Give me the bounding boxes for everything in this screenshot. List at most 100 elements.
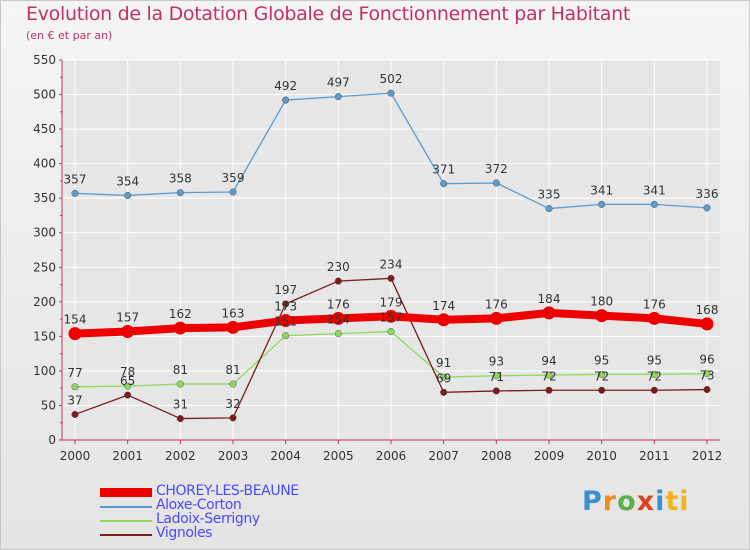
data-label: 78: [120, 365, 135, 379]
data-point: [124, 382, 132, 390]
legend-swatch: [100, 506, 152, 508]
data-label: 176: [327, 297, 350, 311]
x-tick-label: 2003: [218, 449, 249, 463]
data-label: 341: [590, 183, 613, 197]
data-label: 72: [647, 369, 662, 383]
data-point: [703, 204, 711, 212]
data-point: [334, 330, 342, 338]
data-point: [387, 327, 395, 336]
y-tick-label: 150: [33, 329, 56, 343]
legend-swatch: [100, 520, 152, 522]
data-point: [229, 414, 237, 422]
data-point: [650, 370, 658, 378]
data-label: 179: [380, 295, 403, 309]
y-tick-label: 200: [33, 295, 56, 309]
data-point: [545, 386, 553, 394]
data-label: 37: [67, 393, 82, 407]
data-label: 151: [274, 315, 297, 329]
legend-label: Vignoles: [156, 525, 213, 541]
data-point: [545, 371, 553, 379]
data-label: 81: [173, 363, 188, 377]
data-point: [279, 313, 293, 327]
data-point: [176, 415, 184, 423]
y-tick-label: 50: [41, 398, 56, 412]
y-tick-label: 350: [33, 191, 56, 205]
data-point: [176, 380, 184, 388]
data-label: 197: [274, 283, 297, 297]
x-tick-label: 2005: [323, 449, 354, 463]
data-label: 168: [696, 303, 719, 317]
data-point: [542, 306, 556, 320]
data-label: 502: [380, 72, 403, 86]
data-point: [173, 321, 187, 335]
data-label: 230: [327, 260, 350, 274]
data-label: 359: [222, 171, 245, 185]
data-label: 184: [538, 292, 561, 306]
y-tick-label: 250: [33, 260, 56, 274]
y-tick-label: 400: [33, 157, 56, 171]
data-label: 77: [67, 366, 82, 380]
data-point: [229, 188, 237, 196]
data-point: [124, 191, 132, 199]
chart-title: Evolution de la Dotation Globale de Fonc…: [26, 3, 631, 25]
y-tick-label: 0: [48, 433, 56, 447]
data-point: [282, 300, 290, 308]
data-point: [387, 89, 395, 97]
data-point: [334, 277, 342, 285]
data-point: [282, 332, 290, 340]
x-tick-label: 2008: [481, 449, 512, 463]
data-point: [121, 325, 135, 339]
x-tick-label: 2010: [586, 449, 617, 463]
data-point: [68, 327, 82, 341]
data-point: [440, 180, 448, 188]
legend-swatch: [100, 534, 152, 536]
data-point: [492, 372, 500, 380]
data-label: 234: [380, 257, 403, 271]
legend-swatch: [100, 488, 152, 497]
data-point: [440, 388, 448, 396]
data-label: 157: [380, 311, 403, 325]
data-label: 492: [274, 79, 297, 93]
data-point: [598, 386, 606, 394]
data-point: [124, 391, 132, 399]
x-tick-label: 2004: [270, 449, 301, 463]
data-label: 497: [327, 76, 350, 90]
data-point: [71, 383, 79, 391]
data-label: 180: [590, 295, 613, 309]
data-label: 81: [225, 363, 240, 377]
data-point: [650, 200, 658, 208]
x-tick-label: 2000: [60, 449, 91, 463]
data-label: 371: [432, 163, 455, 177]
data-label: 96: [699, 353, 714, 367]
x-tick-label: 2011: [639, 449, 670, 463]
data-point: [598, 370, 606, 378]
proxiti-logo: Proxiti: [582, 486, 690, 517]
data-point: [226, 320, 240, 334]
legend-label: Aloxe-Corton: [156, 497, 242, 513]
data-label: 354: [116, 174, 139, 188]
data-point: [71, 410, 79, 418]
data-label: 157: [116, 311, 139, 325]
y-tick-label: 450: [33, 122, 56, 136]
data-point: [384, 309, 398, 323]
data-label: 94: [541, 354, 556, 368]
x-tick-label: 2012: [692, 449, 723, 463]
data-label: 173: [274, 299, 297, 313]
data-point: [700, 317, 714, 331]
data-point: [703, 370, 711, 378]
data-point: [703, 386, 711, 394]
data-point: [387, 274, 395, 282]
data-point: [595, 309, 609, 323]
x-tick-label: 2002: [165, 449, 196, 463]
data-point: [598, 200, 606, 208]
data-label: 93: [489, 355, 504, 369]
data-label: 95: [647, 353, 662, 367]
data-label: 162: [169, 307, 192, 321]
y-tick-label: 300: [33, 226, 56, 240]
line-chart: 0 50 100 150 200 250 300 350 400 450 500 550 2000 200…: [33, 53, 723, 463]
chart-subtitle: (en € et par an): [26, 29, 113, 42]
data-label: 154: [64, 313, 87, 327]
data-label: 174: [432, 299, 455, 313]
data-label: 176: [643, 297, 666, 311]
data-point: [492, 179, 500, 187]
